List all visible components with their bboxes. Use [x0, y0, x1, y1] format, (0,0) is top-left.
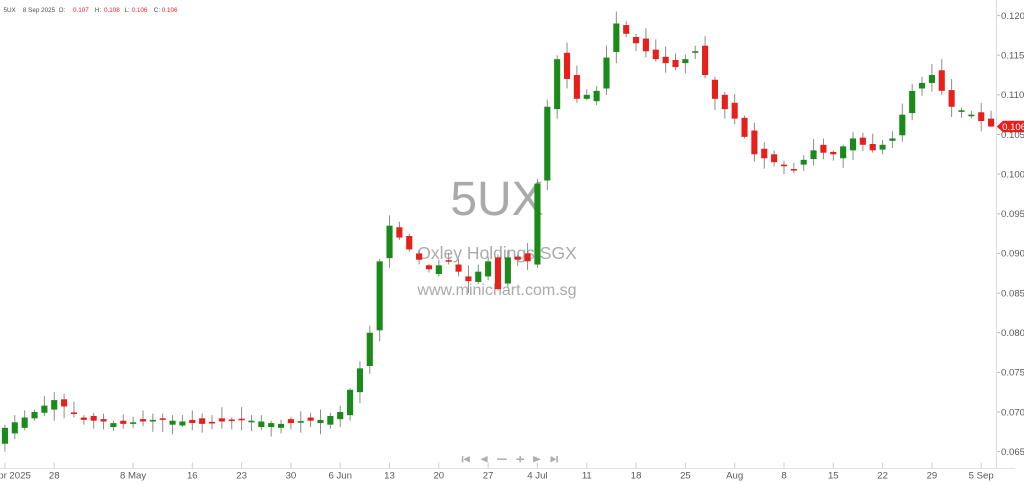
- svg-text:20: 20: [433, 471, 444, 482]
- svg-text:0.100: 0.100: [1001, 169, 1024, 180]
- svg-text:6 Jun: 6 Jun: [328, 471, 351, 482]
- svg-text:23: 23: [236, 471, 247, 482]
- svg-text:25: 25: [680, 471, 691, 482]
- svg-text:Aug: Aug: [726, 471, 743, 482]
- svg-text:0.120: 0.120: [1001, 11, 1024, 22]
- svg-text:0.080: 0.080: [1001, 328, 1024, 339]
- svg-text:13: 13: [384, 471, 395, 482]
- svg-text:4 Jul: 4 Jul: [527, 471, 547, 482]
- svg-text:29: 29: [927, 471, 938, 482]
- svg-text:18: 18: [631, 471, 642, 482]
- svg-text:28: 28: [49, 471, 60, 482]
- svg-text:0.085: 0.085: [1001, 288, 1024, 299]
- svg-text:0.075: 0.075: [1001, 368, 1024, 379]
- svg-text:8 May: 8 May: [120, 471, 146, 482]
- svg-text:11: 11: [582, 471, 592, 482]
- svg-text:15: 15: [828, 471, 839, 482]
- svg-text:0.090: 0.090: [1001, 249, 1024, 260]
- svg-text:22: 22: [877, 471, 888, 482]
- svg-text:5 Sep: 5 Sep: [969, 471, 994, 482]
- svg-text:21 Apr 2025: 21 Apr 2025: [0, 471, 31, 482]
- svg-text:0.105: 0.105: [1001, 130, 1024, 141]
- svg-text:27: 27: [483, 471, 494, 482]
- svg-text:0.115: 0.115: [1001, 51, 1024, 62]
- svg-text:0.110: 0.110: [1001, 90, 1024, 101]
- svg-text:8: 8: [781, 471, 786, 482]
- svg-text:0.065: 0.065: [1001, 447, 1024, 458]
- svg-text:0.070: 0.070: [1001, 407, 1024, 418]
- svg-text:0.095: 0.095: [1001, 209, 1024, 220]
- svg-text:16: 16: [187, 471, 198, 482]
- svg-text:30: 30: [286, 471, 297, 482]
